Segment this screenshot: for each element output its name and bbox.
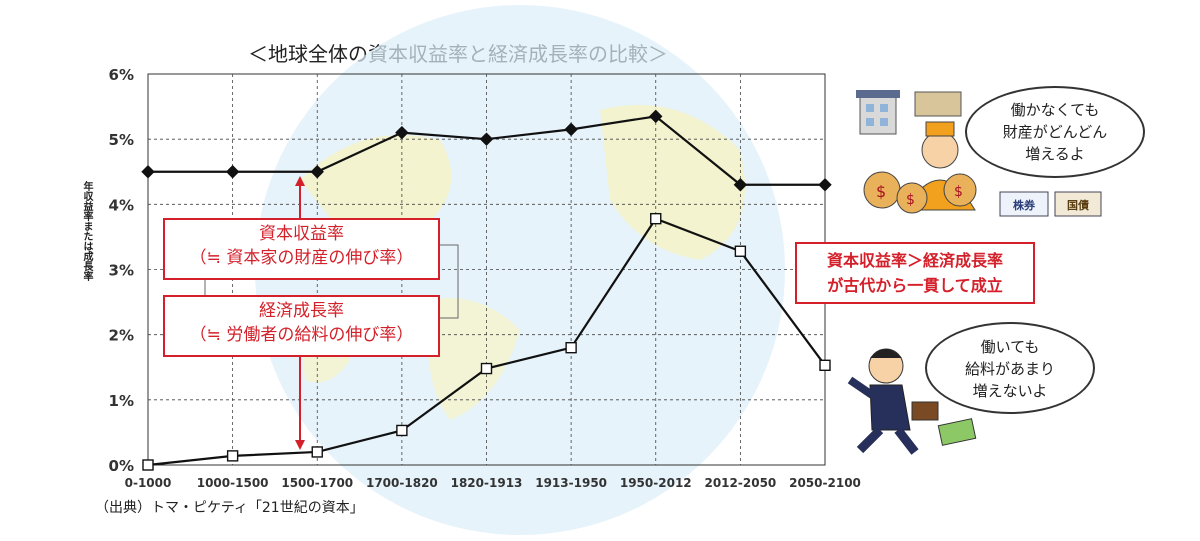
y-tick-label: 2% (109, 327, 134, 345)
conclusion-line-1: 資本収益率＞経済成長率 (826, 251, 1003, 270)
rich-speech-line: 財産がどんどん (1002, 123, 1108, 141)
worker-speech-line: 働いても (980, 338, 1040, 356)
growth-rate-callout: 経済成長率 （≒ 労働者の給料の伸び率） (163, 295, 440, 357)
worker-speech-line: 給料があまり (964, 360, 1055, 378)
growth-rate-title: 経済成長率 (259, 301, 344, 321)
capital-return-point (649, 109, 663, 124)
growth-rate-point (819, 359, 831, 371)
y-axis-ticks: 0% 1% 2% 3% 4% 5% 6% (109, 66, 134, 475)
capital-return-point (733, 178, 748, 192)
series-layer (141, 109, 832, 471)
y-tick-label: 1% (109, 392, 134, 410)
growth-rate-point (142, 459, 154, 471)
capital-return-callout: 資本収益率 （≒ 資本家の財産の伸び率） (163, 218, 440, 280)
growth-rate-point (480, 362, 493, 375)
worker-speech-line: 増えないよ (972, 382, 1048, 400)
capital-arrow (295, 176, 305, 218)
growth-rate-point (311, 446, 323, 458)
growth-rate-point (565, 342, 577, 354)
rich-speech-bubble: 働かなくても 財産がどんどん 増えるよ (965, 86, 1145, 178)
growth-arrow (295, 357, 305, 450)
x-tick-label: 1913-1950 (535, 476, 607, 490)
growth-rate-note: （≒ 労働者の給料の伸び率） (189, 325, 414, 345)
running-worker-illustration (847, 348, 977, 455)
x-tick-label: 1820-1913 (451, 476, 523, 490)
stock-certificate-label: 株券 (1013, 198, 1036, 212)
rich-speech-line: 働かなくても (1010, 101, 1100, 119)
y-tick-label: 0% (109, 457, 134, 475)
capital-return-title: 資本収益率 (259, 224, 344, 244)
svg-text:$: $ (906, 192, 915, 208)
growth-rate-point (734, 245, 747, 257)
x-tick-label: 1000-1500 (197, 476, 269, 490)
x-axis-ticks: 0-1000 1000-1500 1500-1700 1700-1820 1820-19… (125, 476, 861, 490)
capital-return-point (141, 165, 155, 179)
worker-speech-bubble: 働いても 給料があまり 増えないよ (925, 322, 1095, 414)
y-tick-label: 3% (109, 262, 134, 280)
growth-rate-point (226, 450, 239, 462)
capital-return-point (225, 165, 240, 179)
bond-certificate-label: 国債 (1067, 198, 1089, 212)
svg-text:$: $ (876, 182, 886, 201)
conclusion-line-2: が古代から一貫して成立 (827, 276, 1003, 295)
growth-rate-point (396, 424, 408, 437)
x-tick-label: 1500-1700 (281, 476, 353, 490)
capital-return-point (395, 125, 409, 140)
y-tick-label: 6% (109, 66, 134, 84)
capital-return-point (564, 122, 578, 137)
capital-return-point (818, 178, 832, 192)
rich-capitalist-illustration: $ $ $ (856, 90, 1102, 217)
x-tick-label: 2012-2050 (704, 476, 776, 490)
x-tick-label: 2050-2100 (789, 476, 861, 490)
y-tick-label: 4% (109, 196, 134, 214)
grid (147, 73, 826, 466)
y-tick-label: 5% (109, 131, 134, 149)
capital-return-note: （≒ 資本家の財産の伸び率） (189, 248, 414, 268)
growth-rate-point (650, 212, 662, 225)
svg-text:$: $ (954, 184, 963, 200)
y-axis-label: 年収益率または成長率 (81, 181, 92, 281)
conclusion-box: 資本収益率＞経済成長率 が古代から一貫して成立 (795, 242, 1035, 304)
capital-return-point (479, 132, 494, 146)
x-tick-label: 1700-1820 (366, 476, 438, 490)
x-tick-label: 1950-2012 (620, 476, 692, 490)
x-tick-label: 0-1000 (125, 476, 172, 490)
source-citation: （出典）トマ・ピケティ「21世紀の資本」 (95, 500, 364, 516)
capital-return-point (310, 165, 324, 179)
rich-speech-line: 増えるよ (1025, 145, 1085, 163)
